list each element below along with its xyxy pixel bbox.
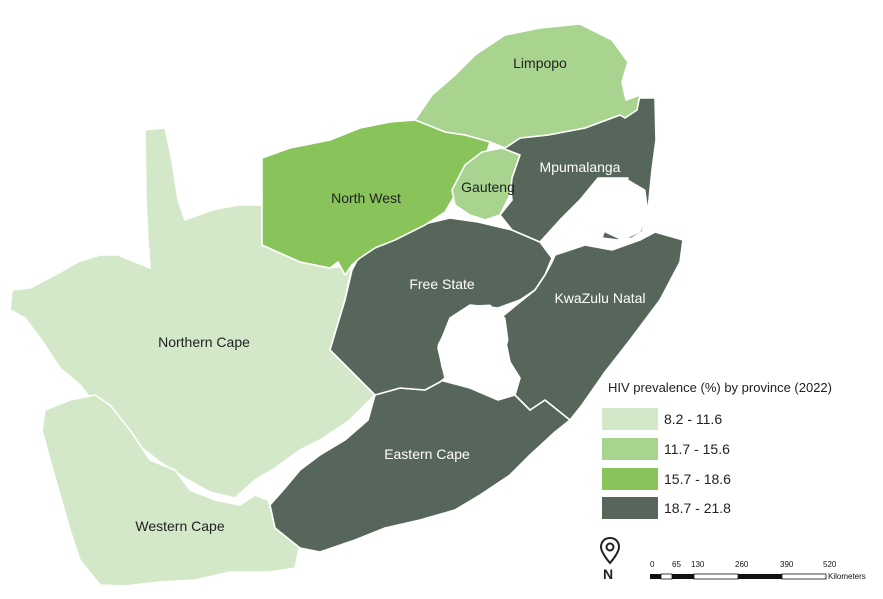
scale-tick: 0	[650, 560, 655, 569]
scale-tick: 130	[691, 560, 705, 569]
province-label: Western Cape	[135, 518, 224, 534]
scale-tick: 520	[823, 560, 837, 569]
province-north-west[interactable]	[261, 119, 491, 276]
scale-bar: 0 65 130 260 390 520 Kilometers	[645, 560, 883, 590]
legend-label: 18.7 - 21.8	[664, 500, 731, 516]
province-eastern-cape[interactable]	[269, 379, 571, 553]
province-label: Mpumalanga	[540, 159, 621, 175]
north-arrow: N	[598, 536, 622, 586]
province-label: KwaZulu Natal	[554, 290, 645, 306]
legend-label: 11.7 - 15.6	[664, 441, 730, 457]
province-label: Gauteng	[461, 179, 515, 195]
legend-item: 18.7 - 21.8	[602, 497, 842, 521]
legend-title: HIV prevalence (%) by province (2022)	[608, 380, 832, 395]
scale-tick: 260	[735, 560, 749, 569]
legend-item: 11.7 - 15.6	[602, 438, 842, 462]
province-label: Limpopo	[513, 55, 567, 71]
scale-tick: 390	[780, 560, 794, 569]
legend-swatch	[602, 468, 658, 490]
legend-swatch	[602, 408, 658, 430]
scale-unit: Kilometers	[828, 572, 866, 581]
scale-tick: 65	[672, 560, 681, 569]
lesotho-area	[437, 304, 509, 379]
north-label: N	[603, 566, 614, 582]
province-label: Northern Cape	[158, 334, 250, 350]
province-kwazulu-natal[interactable]	[497, 231, 684, 421]
eswatini-area	[599, 179, 649, 241]
scale-bar-segments	[650, 573, 827, 580]
province-label: Eastern Cape	[384, 446, 470, 462]
legend-swatch	[602, 497, 658, 519]
province-gauteng[interactable]	[451, 147, 521, 221]
legend-swatch	[602, 438, 658, 460]
province-label: North West	[331, 190, 401, 206]
province-free-state[interactable]	[329, 217, 553, 396]
province-label: Free State	[409, 276, 475, 292]
legend-label: 8.2 - 11.6	[664, 411, 723, 427]
map-pin-icon	[599, 536, 621, 565]
province-limpopo[interactable]	[414, 23, 641, 149]
legend-label: 15.7 - 18.6	[664, 471, 731, 487]
legend-item: 15.7 - 18.6	[602, 468, 842, 492]
legend-item: 8.2 - 11.6	[602, 408, 842, 432]
